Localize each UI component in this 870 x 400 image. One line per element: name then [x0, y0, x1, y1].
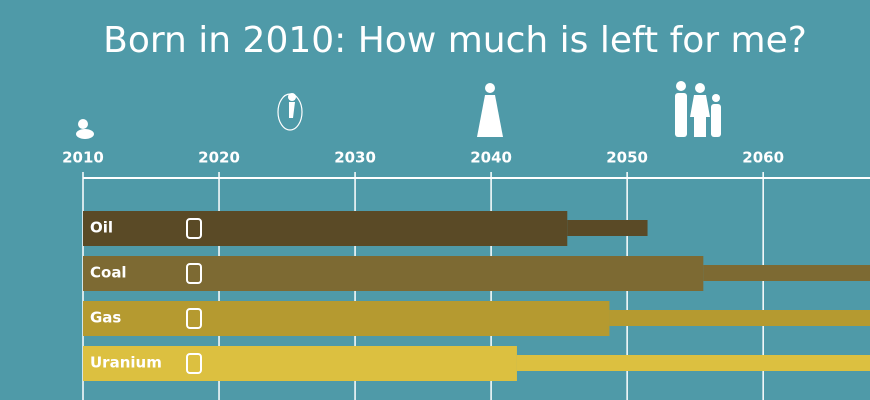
category-icon [186, 263, 202, 284]
category-label: Coal [90, 264, 127, 282]
bar-extension [516, 355, 870, 371]
bar-extension [609, 310, 870, 326]
chart-title: Born in 2010: How much is left for me? [103, 20, 807, 61]
category-icon [186, 308, 202, 329]
child-icon [277, 93, 303, 131]
baby-icon [76, 119, 94, 139]
category-icon [186, 218, 202, 239]
x-tick-label: 2020 [198, 149, 240, 167]
family-icon [675, 81, 721, 137]
x-tick-label: 2010 [62, 149, 104, 167]
x-tick-label: 2050 [606, 149, 648, 167]
x-tick-label: 2040 [470, 149, 512, 167]
category-label: Uranium [90, 354, 162, 372]
x-tick-label: 2030 [334, 149, 376, 167]
bar [83, 301, 610, 336]
milestone-icons [76, 81, 721, 139]
bar-extension [703, 265, 870, 281]
category-label: Gas [90, 309, 121, 327]
category-icon [186, 353, 202, 374]
bar [83, 211, 568, 246]
bar [83, 346, 517, 381]
bride-icon [477, 83, 503, 137]
bar-extension [567, 220, 648, 236]
x-tick-label: 2060 [742, 149, 784, 167]
category-label: Oil [90, 219, 113, 237]
bar [83, 256, 704, 291]
